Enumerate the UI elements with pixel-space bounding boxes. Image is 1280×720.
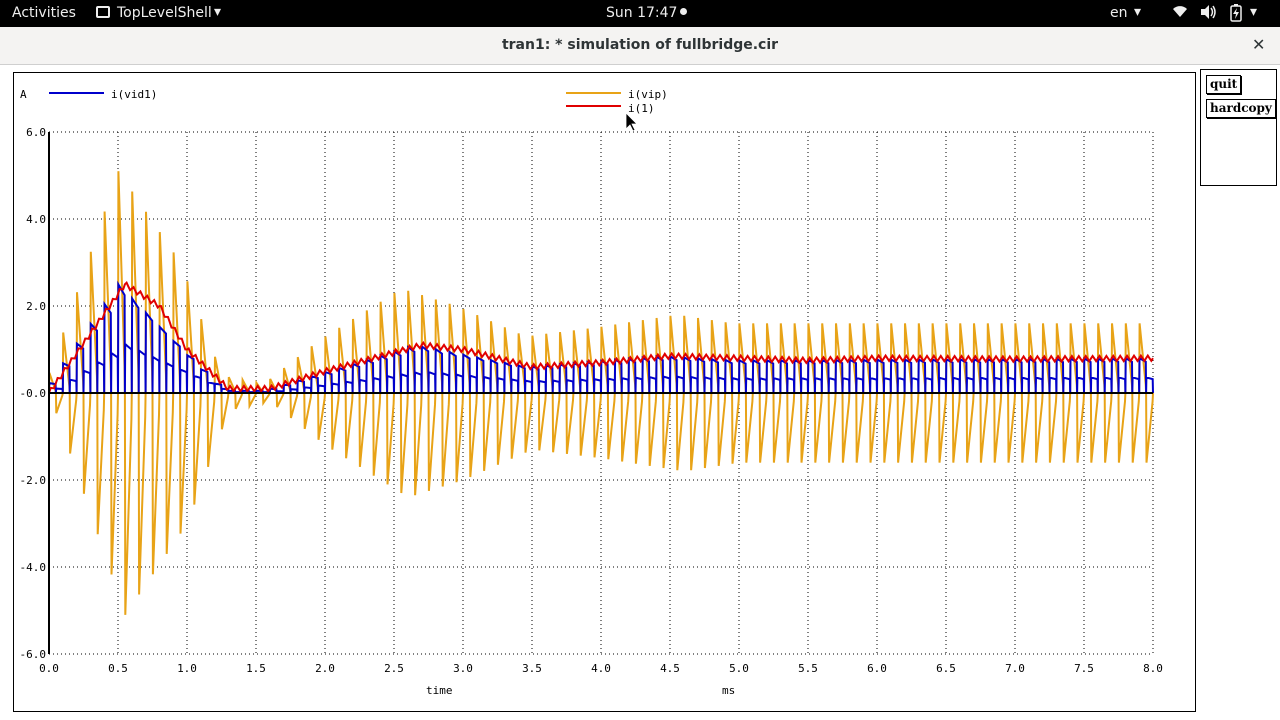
y-tick-label: 4.0 [26,213,46,226]
close-icon[interactable]: ✕ [1252,35,1266,54]
x-tick-label: 3.0 [453,662,473,675]
mouse-cursor-icon [625,112,638,132]
volume-icon[interactable] [1199,4,1217,24]
app-menu-chevron-down-icon[interactable]: ▾ [214,4,222,20]
x-tick-label: 6.0 [867,662,887,675]
y-tick-label: -2.0 [20,474,47,487]
legend-label-i1: i(1) [628,102,655,115]
x-tick-label: 5.5 [798,662,818,675]
x-tick-label: 6.5 [936,662,956,675]
system-menu-chevron-down-icon[interactable]: ▾ [1250,4,1258,20]
legend-label-vip: i(vip) [628,88,668,101]
app-menu-label[interactable]: TopLevelShell [117,5,212,21]
x-unit-label: ms [722,684,735,697]
tick-labels: 0.0 0.5 1.0 1.5 2.0 2.5 3.0 3.5 4.0 4.5 5.0 5.5 6.0 6… [20,126,1163,675]
x-tick-label: 2.5 [384,662,404,675]
y-tick-label: 6.0 [26,126,46,139]
x-tick-label: 8.0 [1143,662,1163,675]
x-tick-label: 7.5 [1074,662,1094,675]
language-chevron-down-icon[interactable]: ▾ [1134,4,1142,20]
app-window-icon [96,6,110,18]
x-tick-label: 4.0 [591,662,611,675]
series-i1-line [48,281,1154,394]
y-tick-label: -6.0 [20,648,47,661]
top-bar: Activities TopLevelShell ▾ Sun 17:47 en … [0,0,1280,27]
y-tick-label: -0.0 [20,387,47,400]
x-tick-label: 1.5 [246,662,266,675]
x-tick-label: 4.5 [660,662,680,675]
clock[interactable]: Sun 17:47 [606,5,678,21]
hardcopy-button[interactable]: hardcopy [1206,99,1276,118]
x-tick-label: 0.5 [108,662,128,675]
window-titlebar: tran1: * simulation of fullbridge.cir ✕ [0,27,1280,65]
activities-button[interactable]: Activities [12,5,76,21]
x-tick-label: 3.5 [522,662,542,675]
x-tick-label: 7.0 [1005,662,1025,675]
y-tick-label: -4.0 [20,561,47,574]
x-axis-label: time [426,684,453,697]
language-indicator[interactable]: en [1110,5,1128,21]
wifi-icon[interactable] [1172,4,1188,24]
x-tick-label: 0.0 [39,662,59,675]
y-unit-label: A [20,88,27,101]
y-tick-label: 2.0 [26,300,46,313]
quit-button[interactable]: quit [1206,75,1242,94]
battery-icon[interactable] [1229,4,1243,26]
button-panel: quit hardcopy [1200,69,1277,186]
x-tick-label: 1.0 [177,662,197,675]
x-tick-label: 2.0 [315,662,335,675]
notification-dot-icon [680,8,687,15]
axes [48,132,1153,654]
legend-label-vid1: i(vid1) [111,88,157,101]
x-tick-label: 5.0 [729,662,749,675]
window-title: tran1: * simulation of fullbridge.cir [501,37,779,53]
series-i1-path [48,281,1154,394]
